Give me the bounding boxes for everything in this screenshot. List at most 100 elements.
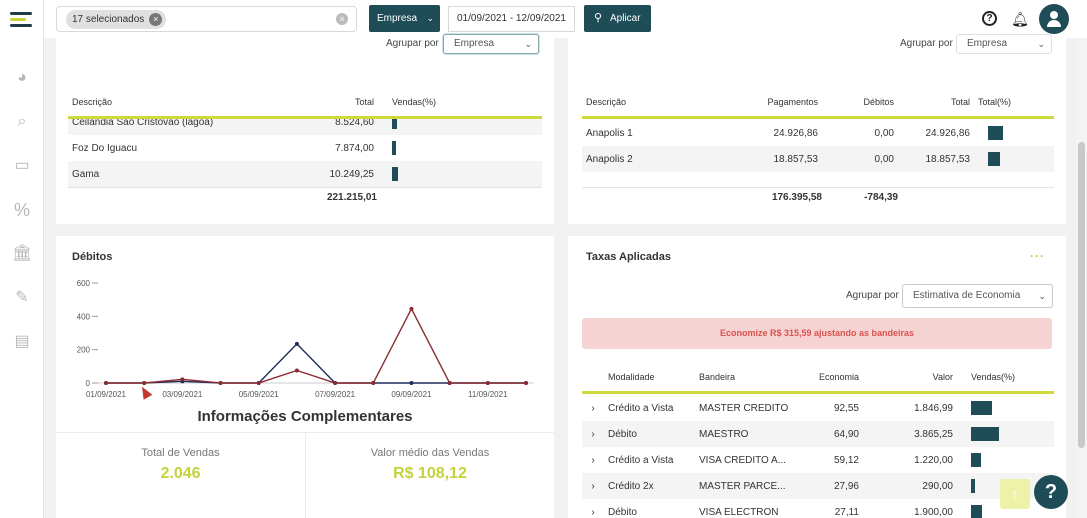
sales-footer-total: 221.215,01 bbox=[326, 192, 377, 203]
col-vendas: Vendas(%) bbox=[971, 372, 1016, 382]
group-by-value: Estimativa de Economia bbox=[913, 290, 1021, 301]
data-point-series-2 bbox=[104, 381, 108, 385]
series-line-2 bbox=[106, 307, 526, 384]
share-bar bbox=[392, 141, 396, 155]
share-bar bbox=[971, 401, 992, 415]
bank-icon[interactable]: 🏛 bbox=[12, 245, 33, 262]
selected-chip-label: 17 selecionados bbox=[72, 14, 145, 25]
divider bbox=[582, 187, 1054, 188]
document-icon[interactable]: ▤ bbox=[14, 333, 30, 350]
table-row[interactable]: › Crédito a Vista VISA CREDITO A... 59,1… bbox=[582, 447, 1054, 473]
payments-table: Descrição Pagamentos Débitos Total Total… bbox=[582, 91, 1054, 113]
row-pagamentos: 24.926,86 bbox=[773, 127, 819, 139]
row-modalidade: Débito bbox=[608, 506, 637, 518]
payments-footer-deb: -784,39 bbox=[864, 192, 898, 203]
table-header: Descrição Total Vendas(%) bbox=[68, 91, 542, 113]
share-bar bbox=[988, 152, 1000, 166]
row-bandeira: MASTER CREDITO bbox=[699, 402, 789, 414]
row-pagamentos: 18.857,53 bbox=[712, 146, 822, 172]
user-icon[interactable] bbox=[1039, 4, 1069, 34]
row-bandeira: VISA ELECTRON bbox=[699, 506, 779, 518]
y-tick-label: 0 bbox=[86, 379, 91, 388]
row-valor: 1.220,00 bbox=[914, 454, 953, 466]
row-desc: Foz Do Iguacu bbox=[72, 142, 138, 154]
y-tick-label: 400 bbox=[77, 312, 91, 321]
row-bandeira: MASTER PARCE... bbox=[695, 473, 803, 499]
group-by-label: Agrupar por bbox=[846, 290, 899, 301]
group-by-select[interactable]: Estimativa de Economia ⌄ bbox=[902, 284, 1053, 308]
group-by-label: Agrupar por bbox=[900, 38, 953, 49]
chevron-right-icon[interactable]: › bbox=[582, 473, 604, 499]
pie-chart-icon[interactable]: ◕ bbox=[17, 69, 27, 86]
table-row[interactable]: Anapolis 2 18.857,53 0,00 18.857,53 bbox=[582, 146, 1054, 172]
row-modalidade: Crédito a Vista bbox=[608, 454, 674, 466]
row-bar-cell bbox=[378, 135, 542, 161]
taxas-panel bbox=[568, 236, 1066, 518]
divider bbox=[68, 187, 542, 188]
table-row[interactable]: Gama 10.249,25 bbox=[68, 161, 542, 187]
table-row[interactable]: › Débito MAESTRO 64,90 3.865,25 bbox=[582, 421, 1054, 447]
row-bar-cell bbox=[378, 119, 542, 135]
clear-icon[interactable]: × bbox=[336, 13, 348, 25]
group-type-button[interactable]: Empresa ⌄ bbox=[369, 5, 440, 32]
cash-icon[interactable]: ▭ bbox=[14, 157, 30, 174]
search-icon: ⚲ bbox=[594, 12, 603, 24]
sales-table: Descrição Total Vendas(%) bbox=[68, 91, 542, 113]
help-circle-icon[interactable]: ? bbox=[982, 11, 997, 26]
chevron-right-icon[interactable]: › bbox=[591, 402, 595, 414]
table-row[interactable]: › Débito VISA ELECTRON 27,11 1.900,00 bbox=[582, 499, 1054, 518]
col-modalidade: Modalidade bbox=[608, 372, 655, 382]
taxas-title: Taxas Aplicadas bbox=[586, 251, 671, 263]
data-point-series-2 bbox=[485, 381, 490, 385]
percent-icon[interactable]: % bbox=[13, 200, 30, 220]
search-icon[interactable]: ⌕ bbox=[17, 113, 27, 130]
data-point-series-2 bbox=[524, 381, 528, 385]
row-desc: Anapolis 2 bbox=[582, 146, 712, 172]
apply-button[interactable]: ⚲ Aplicar bbox=[584, 5, 651, 32]
data-point-series-2 bbox=[371, 381, 376, 385]
chevron-right-icon[interactable]: › bbox=[591, 454, 595, 466]
chevron-down-icon: ⌄ bbox=[1037, 39, 1045, 49]
row-bandeira: VISA CREDITO A... bbox=[699, 454, 787, 466]
pencil-icon[interactable]: ✎ bbox=[15, 289, 29, 306]
selected-chip[interactable]: 17 selecionados × bbox=[66, 10, 167, 29]
group-by-value: Empresa bbox=[967, 38, 1008, 49]
valor-medio-value: R$ 108,12 bbox=[393, 465, 467, 482]
chevron-right-icon[interactable]: › bbox=[582, 421, 604, 447]
scroll-top-button[interactable]: ↑ bbox=[1000, 479, 1030, 509]
table-row[interactable]: Ceilândia São Cristovão (lagoa) 8.524,60 bbox=[68, 119, 542, 135]
row-debitos: 0,00 bbox=[874, 127, 894, 139]
data-point-series-1 bbox=[409, 381, 414, 385]
table-row[interactable]: Anapolis 1 24.926,86 0,00 24.926,86 bbox=[582, 120, 1054, 146]
share-bar bbox=[971, 427, 999, 441]
scrollbar-thumb[interactable] bbox=[1078, 142, 1085, 448]
x-tick-label: 03/09/2021 bbox=[162, 390, 203, 399]
more-options-icon[interactable]: ··· bbox=[1030, 249, 1045, 263]
help-fab-icon[interactable]: ? bbox=[1034, 475, 1068, 509]
row-total: 24.926,86 bbox=[925, 127, 971, 139]
company-filter-input[interactable]: 17 selecionados × × bbox=[56, 6, 357, 32]
row-modalidade: Crédito a Vista bbox=[608, 402, 674, 414]
table-row[interactable]: › Crédito 2x MASTER PARCE... 27,96 290,0… bbox=[582, 473, 1054, 499]
menu-icon[interactable] bbox=[10, 12, 32, 30]
page-scrollbar[interactable] bbox=[1076, 38, 1087, 518]
header-underline bbox=[68, 116, 542, 119]
bell-icon[interactable]: 🔔︎ bbox=[1011, 11, 1029, 27]
chip-remove-icon[interactable]: × bbox=[149, 13, 163, 26]
table-row[interactable]: Foz Do Iguacu 7.874,00 bbox=[68, 135, 542, 161]
date-range-input[interactable]: 01/09/2021 - 12/09/2021 bbox=[448, 6, 575, 32]
valor-medio-label: Valor médio das Vendas bbox=[370, 447, 490, 459]
share-bar bbox=[971, 505, 982, 518]
chevron-down-icon: ⌄ bbox=[1038, 291, 1046, 301]
group-by-select[interactable]: Empresa ⌄ bbox=[443, 34, 539, 54]
row-desc: Ceilândia São Cristovão (lagoa) bbox=[68, 119, 288, 135]
row-desc: Gama bbox=[68, 161, 288, 187]
data-point-series-2 bbox=[333, 381, 338, 385]
table-row[interactable]: › Crédito a Vista MASTER CREDITO 92,55 1… bbox=[582, 395, 1054, 421]
row-bar-cell bbox=[957, 447, 1054, 473]
chevron-right-icon[interactable]: › bbox=[591, 506, 595, 518]
debitos-chart: 0 200 400 600 01/09/2021 03/09/2021 05/09/2021… bbox=[77, 279, 534, 399]
row-valor: 290,00 bbox=[863, 473, 957, 499]
group-by-select[interactable]: Empresa ⌄ bbox=[956, 34, 1052, 54]
col-total: Total bbox=[950, 97, 970, 107]
